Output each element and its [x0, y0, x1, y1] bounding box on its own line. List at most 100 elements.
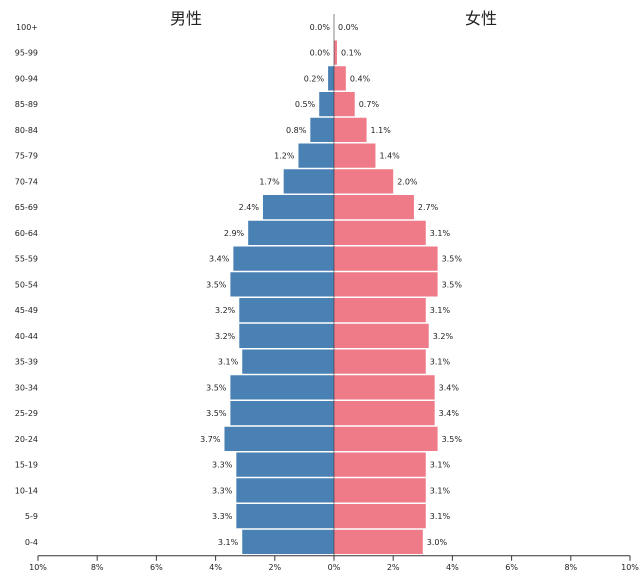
female-value-label: 3.1% — [430, 512, 451, 521]
female-bar — [334, 426, 438, 451]
female-value-label: 3.4% — [439, 383, 460, 392]
female-bar — [334, 478, 426, 503]
age-label: 85-89 — [15, 100, 38, 109]
male-value-label: 3.1% — [218, 538, 239, 547]
male-value-label: 0.0% — [310, 49, 331, 58]
age-label: 95-99 — [15, 49, 38, 58]
x-tick-label: 10% — [621, 563, 639, 572]
age-label: 100+ — [16, 23, 38, 32]
male-bar — [236, 452, 334, 477]
male-bar — [242, 529, 334, 554]
female-value-label: 0.4% — [350, 74, 371, 83]
female-value-label: 3.1% — [430, 461, 451, 470]
female-bar — [334, 298, 426, 323]
female-bar — [334, 504, 426, 529]
age-label: 0-4 — [25, 538, 38, 547]
age-label: 20-24 — [15, 435, 38, 444]
male-value-label: 2.4% — [239, 203, 260, 212]
age-label: 30-34 — [15, 383, 38, 392]
female-value-label: 1.1% — [371, 126, 392, 135]
female-value-label: 3.1% — [430, 486, 451, 495]
age-label: 45-49 — [15, 306, 38, 315]
age-label: 90-94 — [15, 74, 38, 83]
male-title: 男性 — [170, 9, 202, 28]
male-value-label: 3.5% — [206, 280, 227, 289]
female-bar — [334, 220, 426, 245]
female-value-label: 3.5% — [442, 435, 463, 444]
male-bar — [242, 349, 334, 374]
age-label: 65-69 — [15, 203, 38, 212]
female-value-label: 3.5% — [442, 280, 463, 289]
male-value-label: 3.5% — [206, 409, 227, 418]
female-bar — [334, 143, 376, 168]
x-tick-label: 2% — [387, 563, 400, 572]
female-value-label: 0.1% — [341, 49, 362, 58]
female-bar — [334, 40, 337, 65]
female-value-label: 3.1% — [430, 229, 451, 238]
age-label: 70-74 — [15, 177, 38, 186]
male-bar — [262, 195, 334, 220]
female-value-label: 2.0% — [397, 177, 418, 186]
x-tick-label: 8% — [564, 563, 577, 572]
male-bar — [239, 323, 334, 348]
age-label: 75-79 — [15, 152, 38, 161]
male-value-label: 2.9% — [224, 229, 245, 238]
male-value-label: 3.2% — [215, 332, 236, 341]
male-bar — [248, 220, 334, 245]
age-label: 5-9 — [25, 512, 38, 521]
female-value-label: 3.2% — [433, 332, 454, 341]
male-value-label: 0.0% — [310, 23, 331, 32]
x-tick-label: 4% — [446, 563, 459, 572]
female-bar — [334, 169, 394, 194]
x-axis: 10% 8% 6% 4% 2% 0% 2% 4% 6% 8% 10% — [29, 14, 639, 572]
male-bar — [224, 426, 334, 451]
female-value-label: 0.7% — [359, 100, 380, 109]
age-label: 10-14 — [15, 486, 38, 495]
male-bar — [283, 169, 334, 194]
age-label: 40-44 — [15, 332, 38, 341]
x-tick-label: 2% — [268, 563, 281, 572]
male-value-label: 0.5% — [295, 100, 316, 109]
male-value-label: 0.2% — [304, 74, 325, 83]
female-bar — [334, 66, 346, 91]
female-bar — [334, 401, 435, 426]
male-value-label: 1.2% — [274, 152, 295, 161]
female-value-label: 3.1% — [430, 306, 451, 315]
x-tick-label: 8% — [91, 563, 104, 572]
female-bar — [334, 529, 423, 554]
age-label: 50-54 — [15, 280, 38, 289]
age-labels-group: 100+ 95-99 90-94 85-89 80-84 75-79 70-74 65-69 6… — [15, 23, 38, 547]
x-tick-label: 10% — [29, 563, 47, 572]
female-value-label: 1.4% — [379, 152, 400, 161]
male-value-label: 0.8% — [286, 126, 307, 135]
female-value-label: 3.4% — [439, 409, 460, 418]
male-value-label: 3.3% — [212, 461, 233, 470]
age-label: 60-64 — [15, 229, 38, 238]
female-bar — [334, 375, 435, 400]
x-tick-label: 6% — [505, 563, 518, 572]
male-value-label: 3.5% — [206, 383, 227, 392]
age-label: 15-19 — [15, 461, 38, 470]
female-bar — [334, 349, 426, 374]
female-bar — [334, 117, 367, 142]
male-bar — [239, 298, 334, 323]
male-bar — [236, 478, 334, 503]
female-bar — [334, 92, 355, 117]
male-bar — [230, 401, 334, 426]
male-bar — [310, 117, 334, 142]
female-value-label: 2.7% — [418, 203, 439, 212]
female-value-label: 3.1% — [430, 358, 451, 367]
male-value-label: 1.7% — [259, 177, 280, 186]
male-bar — [230, 375, 334, 400]
female-value-label: 3.0% — [427, 538, 448, 547]
male-value-label: 3.2% — [215, 306, 236, 315]
bars-group: 0.0% 0.0% 0.0% 0.1% 0.2% 0.4% 0.5% 0.7% 0.8% 1.1%… — [200, 23, 462, 554]
age-label: 35-39 — [15, 358, 38, 367]
female-value-label: 0.0% — [338, 23, 359, 32]
female-bar — [334, 195, 414, 220]
male-value-label: 3.3% — [212, 486, 233, 495]
x-tick-label: 4% — [209, 563, 222, 572]
male-value-label: 3.7% — [200, 435, 221, 444]
female-value-label: 3.5% — [442, 255, 463, 264]
x-tick-label: 6% — [150, 563, 163, 572]
